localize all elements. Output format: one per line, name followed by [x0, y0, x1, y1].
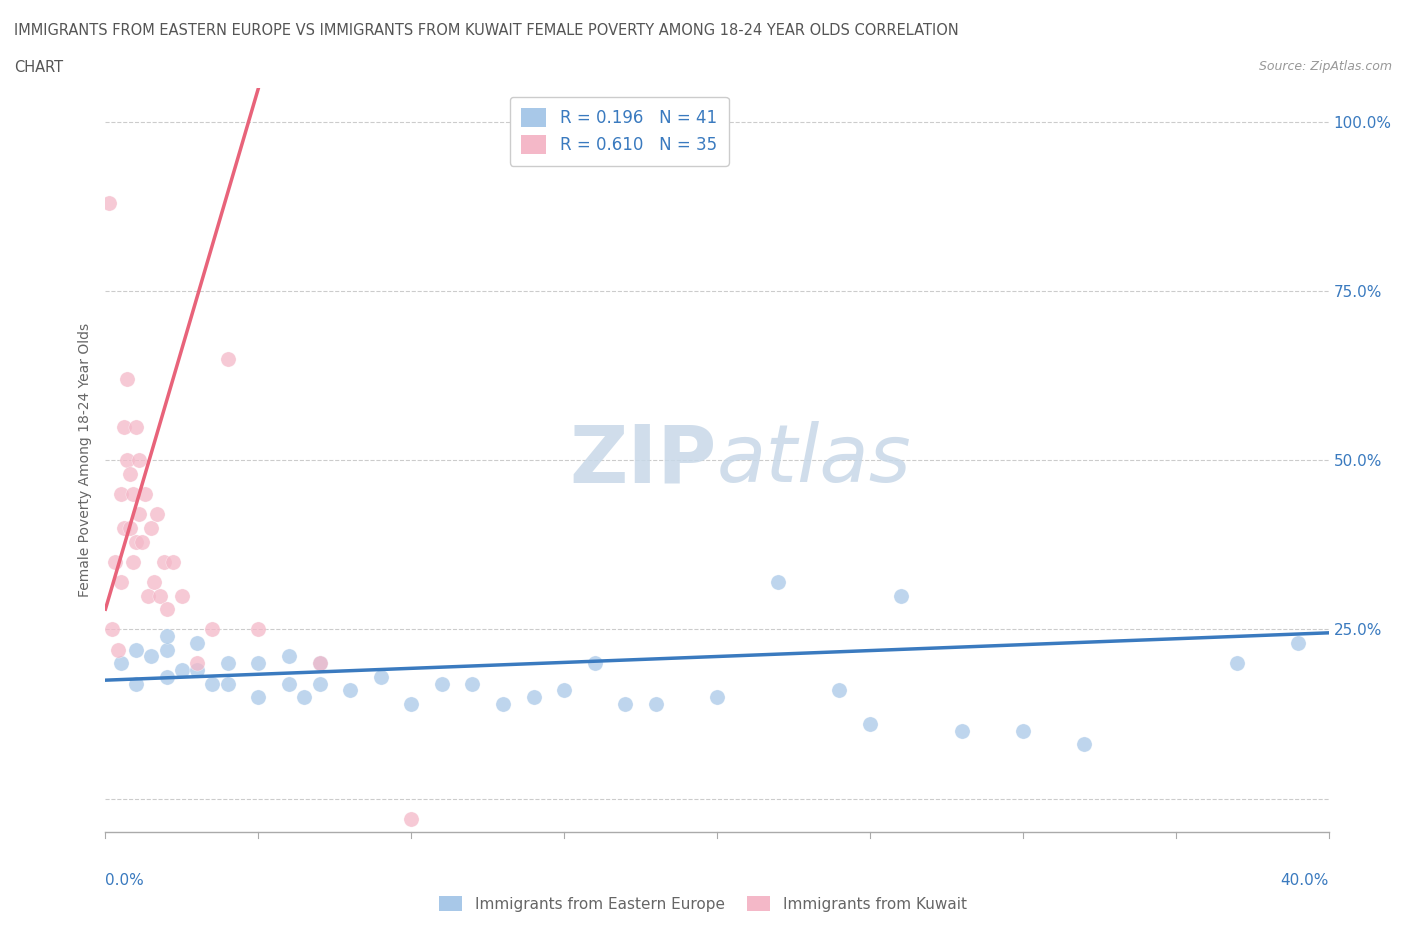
Point [1286, 635, 1309, 650]
Point [128, 453, 150, 468]
Point [141, 521, 163, 536]
Point [131, 534, 153, 549]
Point [706, 690, 728, 705]
Point [859, 717, 882, 732]
Point [110, 575, 132, 590]
Point [828, 683, 851, 698]
Point [122, 486, 145, 501]
Y-axis label: Female Poverty Among 18-24 Year Olds: Female Poverty Among 18-24 Year Olds [79, 324, 93, 597]
Point [278, 676, 301, 691]
Point [115, 372, 138, 387]
Text: Source: ZipAtlas.com: Source: ZipAtlas.com [1258, 60, 1392, 73]
Point [950, 724, 973, 738]
Point [104, 554, 127, 569]
Point [170, 588, 193, 603]
Point [125, 643, 148, 658]
Point [644, 697, 666, 711]
Text: atlas: atlas [717, 421, 912, 499]
Point [430, 676, 453, 691]
Point [614, 697, 637, 711]
Point [115, 453, 138, 468]
Point [100, 622, 122, 637]
Point [170, 662, 193, 677]
Point [461, 676, 484, 691]
Point [186, 656, 208, 671]
Point [401, 811, 423, 826]
Text: IMMIGRANTS FROM EASTERN EUROPE VS IMMIGRANTS FROM KUWAIT FEMALE POVERTY AMONG 18: IMMIGRANTS FROM EASTERN EUROPE VS IMMIGR… [14, 23, 959, 38]
Point [125, 534, 148, 549]
Point [143, 575, 166, 590]
Point [125, 676, 148, 691]
Point [278, 649, 301, 664]
Legend: Immigrants from Eastern Europe, Immigrants from Kuwait: Immigrants from Eastern Europe, Immigran… [433, 889, 973, 918]
Point [112, 521, 135, 536]
Point [110, 656, 132, 671]
Point [201, 622, 224, 637]
Point [155, 670, 177, 684]
Point [146, 507, 169, 522]
Text: CHART: CHART [14, 60, 63, 75]
Point [308, 676, 330, 691]
Point [889, 588, 911, 603]
Point [217, 352, 239, 366]
Point [155, 629, 177, 644]
Point [112, 419, 135, 434]
Point [141, 649, 163, 664]
Point [553, 683, 575, 698]
Legend: R = 0.196   N = 41, R = 0.610   N = 35: R = 0.196 N = 41, R = 0.610 N = 35 [510, 97, 728, 166]
Point [247, 656, 270, 671]
Point [97, 196, 120, 211]
Point [1226, 656, 1249, 671]
Point [107, 643, 129, 658]
Point [122, 554, 145, 569]
Point [155, 602, 177, 617]
Text: ZIP: ZIP [569, 421, 717, 499]
Point [247, 622, 270, 637]
Point [186, 635, 208, 650]
Point [308, 656, 330, 671]
Point [1073, 737, 1095, 751]
Point [292, 690, 315, 705]
Point [308, 656, 330, 671]
Point [492, 697, 515, 711]
Point [134, 486, 156, 501]
Point [162, 554, 184, 569]
Point [217, 676, 239, 691]
Point [152, 554, 174, 569]
Point [149, 588, 172, 603]
Text: 0.0%: 0.0% [105, 873, 145, 888]
Point [128, 507, 150, 522]
Point [136, 588, 159, 603]
Point [110, 486, 132, 501]
Point [201, 676, 224, 691]
Point [125, 419, 148, 434]
Point [401, 697, 423, 711]
Point [339, 683, 361, 698]
Point [247, 690, 270, 705]
Point [583, 656, 606, 671]
Point [155, 643, 177, 658]
Point [370, 670, 392, 684]
Point [523, 690, 546, 705]
Point [768, 575, 790, 590]
Point [118, 521, 141, 536]
Point [217, 656, 239, 671]
Text: 40.0%: 40.0% [1281, 873, 1329, 888]
Point [1011, 724, 1033, 738]
Point [186, 662, 208, 677]
Point [118, 467, 141, 482]
